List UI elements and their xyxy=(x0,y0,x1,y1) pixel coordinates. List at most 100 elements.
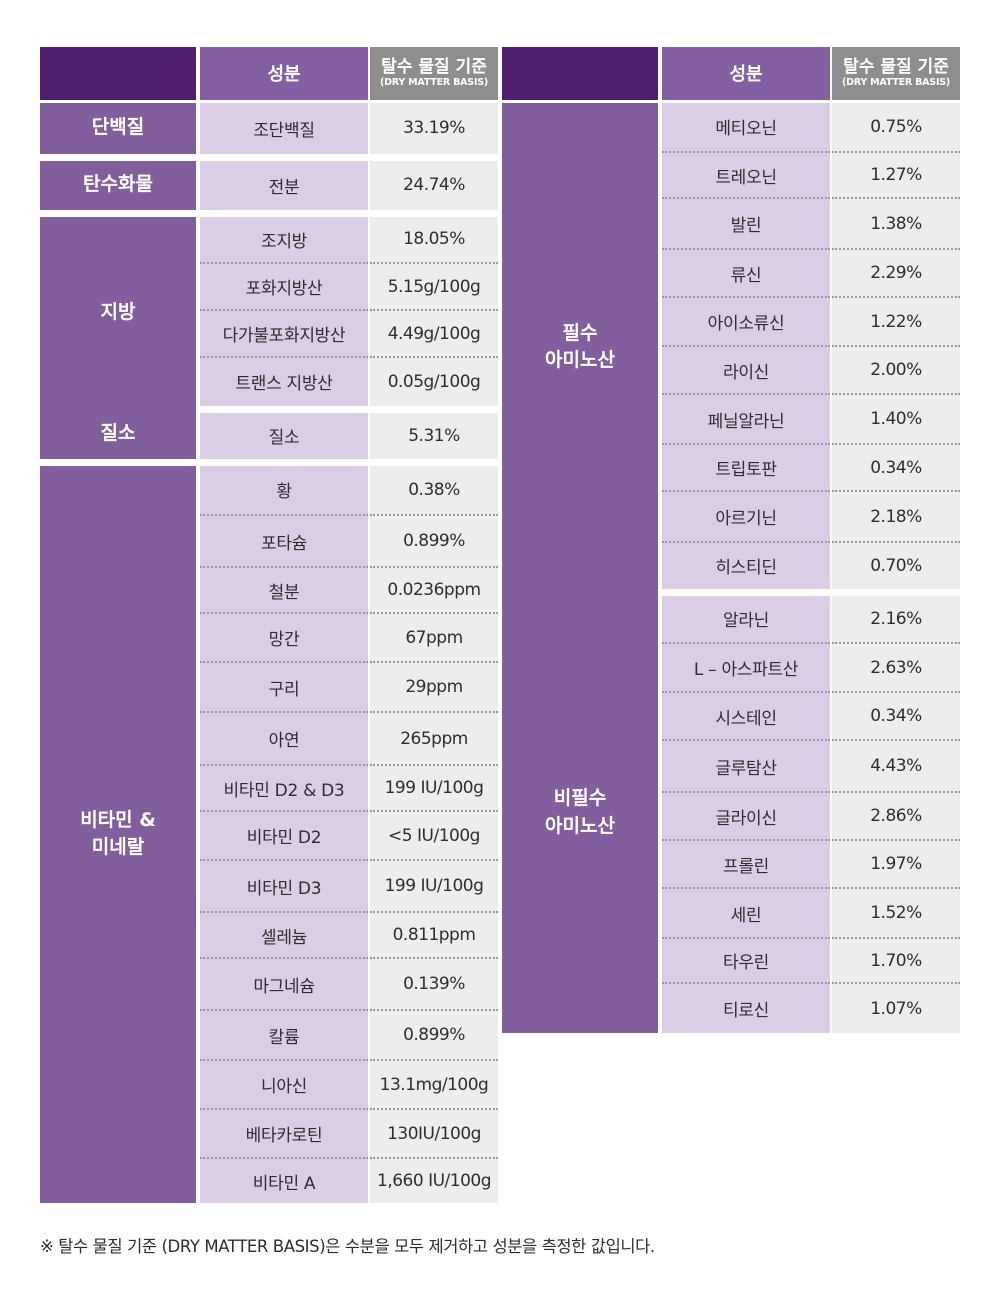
ingredient-name: 발린 xyxy=(660,198,832,250)
ingredient-value: 0.811ppm xyxy=(369,912,498,959)
ingredient-name: 시스테인 xyxy=(660,692,832,741)
table-row: 세린 1.52% xyxy=(502,888,960,939)
table-row: 시스테인 0.34% xyxy=(502,692,960,741)
table-row: 단백질 조단백질 33.19% xyxy=(40,101,498,161)
ingredient-name: 페닐알라닌 xyxy=(660,394,832,445)
header-value-sub: (DRY MATTER BASIS) xyxy=(379,77,489,88)
category-cell: 탄수화물 xyxy=(40,157,200,217)
ingredient-value: 0.34% xyxy=(831,692,960,741)
ingredient-value: 130IU/100g xyxy=(369,1109,498,1159)
table-row: 트랜스 지방산 0.05g/100g xyxy=(40,357,498,413)
ingredient-name: 히스티딘 xyxy=(660,542,832,596)
category-label: 지방 xyxy=(100,300,136,323)
header-ingredient-label: 성분 xyxy=(660,47,832,103)
category-cell: 지방 xyxy=(40,213,200,409)
ingredient-name: 비타민 D3 xyxy=(198,860,370,913)
ingredient-name: 메티오닌 xyxy=(660,101,832,153)
table-row: 아르기닌 2.18% xyxy=(502,491,960,543)
ingredient-name: 황 xyxy=(198,462,370,516)
ingredient-value: 33.19% xyxy=(369,101,498,161)
table-row: 포타슘 0.899% xyxy=(40,515,498,568)
category-label: 아미노산 xyxy=(545,814,615,837)
table-row: 필수 아미노산 메티오닌 0.75% xyxy=(502,101,960,592)
table-row: 질소 질소 5.31% xyxy=(40,409,498,466)
table-row: 마그네슘 0.139% xyxy=(40,958,498,1011)
ingredient-name: 베타카로틴 xyxy=(198,1109,370,1159)
table-row: 구리 29ppm xyxy=(40,662,498,713)
ingredient-name: 질소 xyxy=(198,409,370,466)
ingredient-name: 프롤린 xyxy=(660,840,832,889)
header-value-sub: (DRY MATTER BASIS) xyxy=(841,77,951,88)
table-row: 타우린 1.70% xyxy=(502,938,960,984)
ingredient-value: 1.52% xyxy=(831,888,960,939)
table-row: 비타민 & 미네랄 황 0.38% xyxy=(40,462,498,1203)
ingredient-value: 18.05% xyxy=(369,213,498,264)
table-row: 프롤린 1.97% xyxy=(502,840,960,889)
ingredient-name: 니아신 xyxy=(198,1060,370,1110)
ingredient-name: 포화지방산 xyxy=(198,263,370,311)
ingredient-value: 1,660 IU/100g xyxy=(369,1158,498,1203)
category-cell: 필수 아미노산 xyxy=(502,101,662,592)
ingredient-name: 알라닌 xyxy=(660,592,832,644)
category-label: 탄수화물 xyxy=(83,173,153,196)
ingredient-value: <5 IU/100g xyxy=(369,811,498,861)
header-corner-cell xyxy=(40,47,200,103)
ingredient-name: 티로신 xyxy=(660,983,832,1033)
table-row: 탄수화물 전분 24.74% xyxy=(40,157,498,217)
ingredient-value: 199 IU/100g xyxy=(369,765,498,812)
ingredient-value: 0.34% xyxy=(831,444,960,492)
ingredient-name: 트레오닌 xyxy=(660,152,832,199)
ingredient-value: 67ppm xyxy=(369,613,498,663)
category-label: 비타민 & xyxy=(80,808,156,831)
ingredient-name: 비타민 A xyxy=(198,1158,370,1203)
category-cell: 비타민 & 미네랄 xyxy=(40,462,200,1203)
table-row: 류신 2.29% xyxy=(502,249,960,298)
header-corner-cell xyxy=(502,47,662,103)
ingredient-value: 2.86% xyxy=(831,792,960,841)
ingredient-value: 0.38% xyxy=(369,462,498,516)
ingredient-value: 0.75% xyxy=(831,101,960,153)
table-row: L – 아스파트산 2.63% xyxy=(502,643,960,693)
table-row: 아이소류신 1.22% xyxy=(502,297,960,347)
ingredient-value: 1.70% xyxy=(831,938,960,984)
category-label: 미네랄 xyxy=(91,836,145,859)
ingredient-name: 트립토판 xyxy=(660,444,832,492)
ingredient-value: 0.139% xyxy=(369,958,498,1011)
ingredient-value: 1.27% xyxy=(831,152,960,199)
ingredient-value: 0.899% xyxy=(369,515,498,568)
table-row: 포화지방산 5.15g/100g xyxy=(40,263,498,311)
table-row: 아연 265ppm xyxy=(40,712,498,766)
table-row: 페닐알라닌 1.40% xyxy=(502,394,960,445)
ingredient-name: 트랜스 지방산 xyxy=(198,357,370,413)
ingredient-value: 2.29% xyxy=(831,249,960,298)
ingredient-name: 아르기닌 xyxy=(660,491,832,543)
ingredient-name: 구리 xyxy=(198,662,370,713)
ingredient-value: 5.31% xyxy=(369,409,498,466)
header-dry-matter-label: 탈수 물질 기준 (DRY MATTER BASIS) xyxy=(831,47,960,103)
ingredient-value: 199 IU/100g xyxy=(369,860,498,913)
ingredient-value: 2.63% xyxy=(831,643,960,693)
header-dry-matter-label: 탈수 물질 기준 (DRY MATTER BASIS) xyxy=(369,47,498,103)
footnote: ※ 탈수 물질 기준 (DRY MATTER BASIS)은 수분을 모두 제거… xyxy=(40,1237,655,1256)
ingredient-name: 타우린 xyxy=(660,938,832,984)
category-label: 필수 xyxy=(562,321,598,344)
ingredient-name: 마그네슘 xyxy=(198,958,370,1011)
category-cell: 질소 xyxy=(40,409,200,466)
table-row: 베타카로틴 130IU/100g xyxy=(40,1109,498,1159)
ingredient-value: 2.00% xyxy=(831,346,960,395)
table-row: 비타민 A 1,660 IU/100g xyxy=(40,1158,498,1203)
ingredient-value: 1.97% xyxy=(831,840,960,889)
ingredient-value: 0.899% xyxy=(369,1010,498,1061)
ingredient-name: 조지방 xyxy=(198,213,370,264)
ingredient-name: 다가불포화지방산 xyxy=(198,310,370,358)
ingredient-name: L – 아스파트산 xyxy=(660,643,832,693)
ingredient-name: 칼륨 xyxy=(198,1010,370,1061)
ingredient-value: 0.70% xyxy=(831,542,960,596)
ingredient-name: 조단백질 xyxy=(198,101,370,161)
table-row: 티로신 1.07% xyxy=(502,983,960,1033)
ingredient-value: 13.1mg/100g xyxy=(369,1060,498,1110)
header-value-main: 탈수 물질 기준 xyxy=(381,57,487,77)
category-label: 비필수 xyxy=(553,786,607,809)
ingredient-name: 세린 xyxy=(660,888,832,939)
